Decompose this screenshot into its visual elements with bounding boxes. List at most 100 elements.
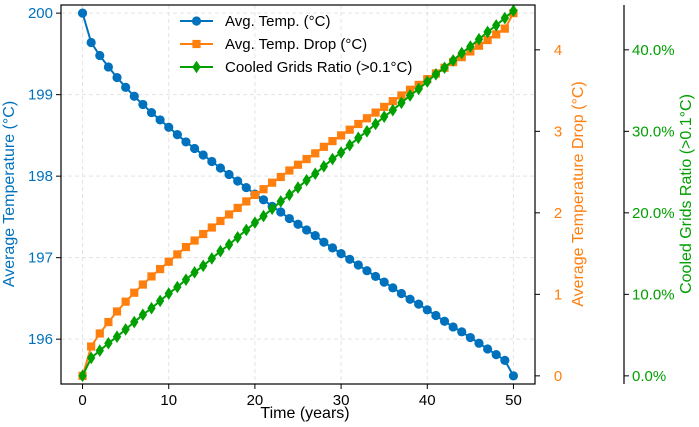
data-point [370, 271, 381, 282]
data-point [293, 160, 303, 169]
data-point [224, 238, 234, 251]
right2-tick-label: 20.0% [632, 205, 675, 222]
right1-tick-label: 0 [554, 368, 562, 385]
right2-axis-label: Cooled Grids Ratio (>0.1°C) [678, 94, 695, 294]
data-point [492, 30, 501, 39]
plot-frame [60, 4, 536, 385]
data-point [440, 61, 449, 75]
legend-item: Avg. Temp. Drop (°C) [180, 36, 367, 53]
data-point [388, 283, 398, 293]
data-point [491, 350, 501, 360]
right1-tick-label: 4 [554, 42, 562, 59]
x-tick-label: 50 [505, 392, 522, 409]
right2-tick-label: 10.0% [632, 286, 675, 303]
legend-label: Avg. Temp. Drop (°C) [225, 36, 367, 53]
data-point [233, 230, 242, 244]
x-tick-label: 30 [333, 392, 350, 409]
data-point [242, 223, 251, 237]
data-point [336, 248, 346, 259]
legend-marker [192, 39, 201, 49]
data-point [285, 188, 294, 202]
data-point [276, 195, 285, 208]
series-layer [77, 4, 519, 383]
data-point [362, 266, 372, 276]
data-point [414, 82, 423, 96]
legend-label: Avg. Temp. (°C) [225, 13, 330, 30]
data-point [242, 197, 251, 206]
data-point [250, 190, 260, 200]
data-point [311, 167, 320, 181]
data-point [112, 307, 122, 316]
data-point [388, 97, 397, 106]
data-point [371, 117, 380, 131]
data-point [328, 137, 337, 146]
data-point [130, 288, 139, 297]
data-point [500, 355, 510, 365]
data-point [198, 150, 208, 160]
data-point [379, 277, 389, 287]
data-point [130, 315, 139, 329]
data-point [474, 41, 484, 50]
data-point [207, 223, 216, 232]
data-point [181, 137, 191, 147]
data-point [199, 259, 208, 273]
left-tick-label: 197 [28, 250, 53, 267]
data-point [431, 67, 441, 81]
data-point [164, 287, 173, 300]
data-point [190, 266, 199, 279]
data-point [431, 310, 441, 321]
series-diamond [78, 4, 518, 383]
data-point [483, 35, 492, 45]
data-point [448, 54, 458, 67]
data-point [414, 299, 424, 309]
data-point [448, 322, 458, 332]
data-point [276, 207, 286, 217]
data-point [112, 330, 122, 344]
data-point [86, 351, 96, 365]
data-point [474, 32, 484, 46]
data-point [164, 122, 174, 132]
data-point [465, 332, 475, 343]
data-point [189, 143, 200, 154]
data-point [354, 131, 363, 145]
data-point [87, 342, 96, 351]
data-point [483, 344, 493, 354]
data-point [362, 125, 372, 138]
data-point [293, 181, 303, 194]
ticks-layer: 0 10 20 30 40 50196197198199200012340.0%10.0%… [28, 5, 675, 409]
data-point [181, 242, 191, 252]
left-tick-label: 200 [28, 5, 53, 22]
left-tick-label: 199 [28, 87, 53, 104]
data-point [95, 329, 104, 338]
data-point [285, 166, 294, 175]
data-point [155, 294, 165, 308]
data-point [508, 371, 519, 381]
data-point [86, 37, 96, 48]
data-point [155, 115, 165, 125]
data-point [380, 102, 389, 111]
data-point [345, 125, 354, 134]
data-point [224, 210, 234, 219]
data-point [259, 209, 268, 223]
data-point [199, 229, 208, 239]
data-point [233, 176, 243, 186]
legend-marker [191, 16, 202, 26]
data-point [224, 169, 234, 180]
data-point [500, 11, 510, 25]
x-tick-label: 0 [78, 392, 86, 409]
data-point [396, 288, 407, 299]
data-point [388, 103, 397, 117]
data-point [129, 91, 139, 101]
series-circle [77, 8, 519, 381]
data-point [302, 154, 311, 164]
data-point [353, 260, 363, 270]
data-point [233, 203, 242, 213]
data-point [181, 273, 191, 286]
data-point [422, 305, 432, 315]
legend: Avg. Temp. (°C) Avg. Temp. Drop (°C) Coole… [180, 13, 412, 76]
data-point [121, 323, 130, 336]
data-point [466, 40, 475, 53]
data-point [78, 369, 87, 383]
right1-tick-label: 1 [554, 286, 562, 303]
data-point [156, 264, 165, 274]
